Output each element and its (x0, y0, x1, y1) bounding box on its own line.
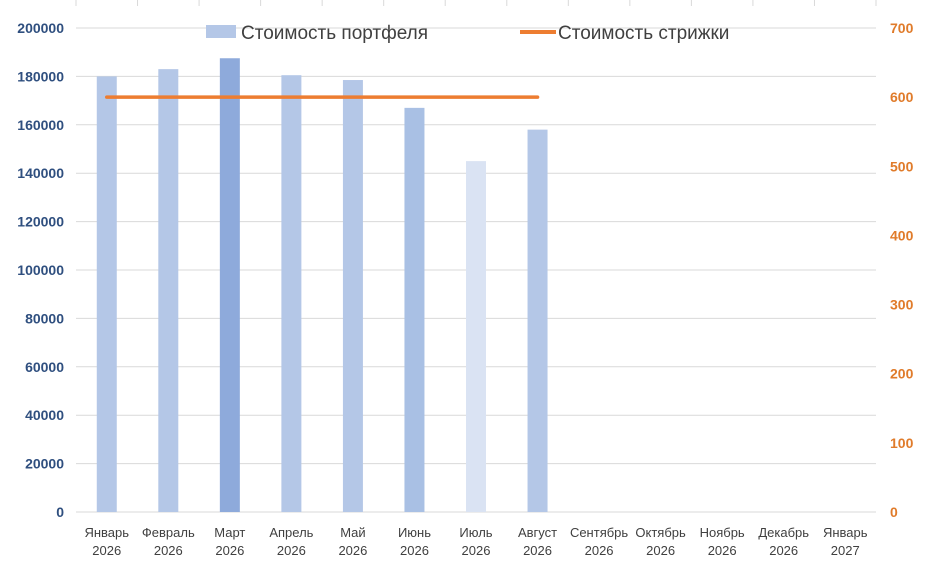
y-right-tick-label: 0 (890, 504, 898, 520)
x-tick-label: Октябрь 2026 (635, 525, 686, 558)
y-right-tick-label: 500 (890, 158, 914, 174)
y-left-tick-label: 120000 (17, 214, 64, 230)
x-tick-label: Август 2026 (518, 525, 557, 558)
bar (342, 80, 363, 512)
x-tick-label: Сентябрь 2026 (570, 525, 628, 558)
y-axis-left: 0 20000 40000 60000 80000 100000 120000 140000 1… (17, 20, 64, 520)
x-tick-label: Декабрь 2026 (758, 525, 809, 558)
y-axis-right: 0 100 200 300 400 500 600 700 (890, 20, 914, 520)
y-right-tick-label: 600 (890, 89, 914, 105)
legend-swatch-portfolio (206, 25, 236, 38)
y-left-tick-label: 80000 (25, 310, 64, 326)
legend: Стоимость портфеля Стоимость стрижки (206, 23, 729, 44)
y-left-tick-label: 200000 (17, 20, 64, 36)
legend-label-portfolio: Стоимость портфеля (241, 23, 428, 44)
bar (219, 58, 240, 512)
bar (466, 161, 486, 512)
x-axis: Январь 2026 Февраль 2026 Март 2026 Апрель 2026 М… (84, 525, 867, 558)
x-tick-label: Июль 2026 (459, 525, 492, 558)
y-left-tick-label: 140000 (17, 165, 64, 181)
x-tick-label: Март 2026 (214, 525, 245, 558)
y-right-tick-label: 100 (890, 435, 914, 451)
y-right-tick-label: 200 (890, 366, 914, 382)
y-left-tick-label: 60000 (25, 359, 64, 375)
y-right-tick-label: 300 (890, 297, 914, 313)
bar (281, 75, 302, 512)
bar (527, 129, 548, 512)
x-tick-label: Апрель 2026 (269, 525, 313, 558)
y-right-tick-label: 700 (890, 20, 914, 36)
x-tick-label: Январь 2027 (823, 525, 868, 558)
y-left-tick-label: 180000 (17, 68, 64, 84)
x-tick-label: Май 2026 (338, 525, 367, 558)
x-tick-label: Февраль 2026 (142, 525, 195, 558)
legend-label-haircut: Стоимость стрижки (558, 23, 729, 44)
y-right-tick-label: 400 (890, 227, 914, 243)
y-left-tick-label: 100000 (17, 262, 64, 278)
y-left-tick-label: 40000 (25, 407, 64, 423)
y-left-tick-label: 160000 (17, 117, 64, 133)
bar-series (96, 58, 548, 513)
x-tick-label: Январь 2026 (84, 525, 129, 558)
y-left-tick-label: 0 (56, 504, 64, 520)
bar (158, 69, 179, 512)
y-left-tick-label: 20000 (25, 456, 64, 472)
x-tick-label: Ноябрь 2026 (700, 525, 745, 558)
bar (404, 107, 425, 513)
bar (96, 76, 117, 513)
x-tick-label: Июнь 2026 (398, 525, 431, 558)
